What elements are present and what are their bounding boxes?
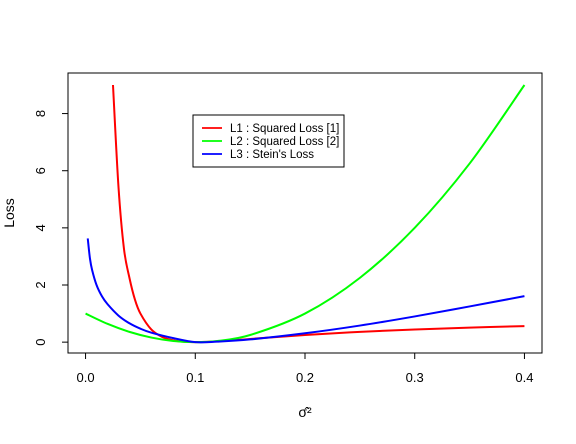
x-axis: 0.0 0.1 0.2 0.3 0.4 — [77, 353, 533, 385]
x-tick-label: 0.1 — [186, 370, 204, 385]
legend: L1 : Squared Loss [1]L2 : Squared Loss [… — [192, 114, 345, 168]
y-axis: 0 2 4 6 8 — [33, 110, 68, 346]
series-group — [85, 84, 526, 344]
x-tick-label: 0.0 — [77, 370, 95, 385]
x-axis-title: σ̂² — [298, 404, 312, 420]
x-tick-label: 0.2 — [296, 370, 314, 385]
y-tick-label: 2 — [33, 281, 48, 288]
y-tick-label: 8 — [33, 110, 48, 117]
legend-label: L1 : Squared Loss [1] — [230, 123, 339, 135]
legend-label: L3 : Stein's Loss — [230, 149, 314, 161]
y-axis-title: Loss — [1, 198, 17, 228]
x-tick-label: 0.4 — [515, 370, 533, 385]
y-tick-label: 4 — [33, 224, 48, 231]
series-line-2 — [85, 84, 526, 344]
y-tick-label: 6 — [33, 167, 48, 174]
x-tick-label: 0.3 — [406, 370, 424, 385]
y-tick-label: 0 — [33, 339, 48, 346]
series-line-3 — [86, 238, 525, 344]
legend-label: L2 : Squared Loss [2] — [230, 136, 339, 148]
